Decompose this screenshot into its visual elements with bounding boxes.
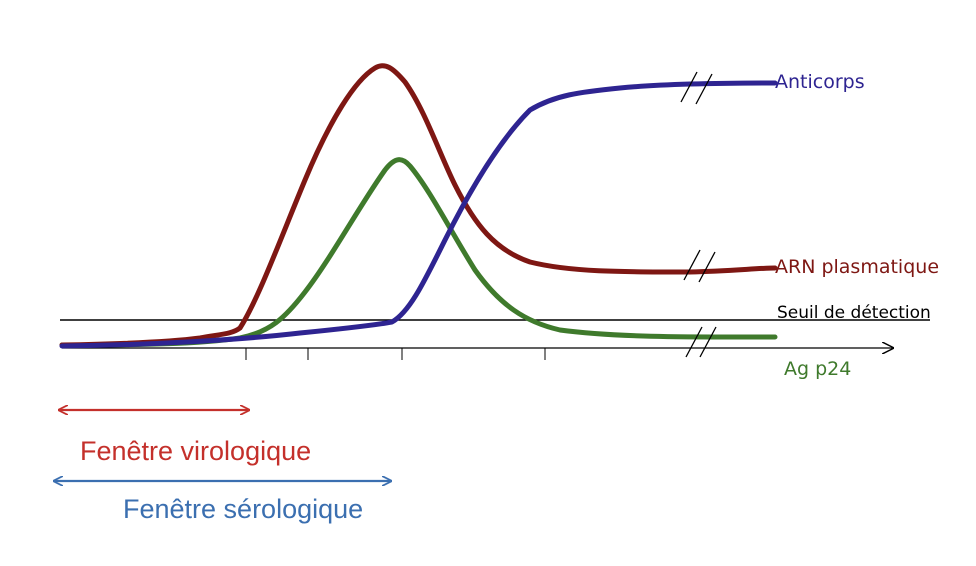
ag-p24-curve (59, 157, 778, 348)
anticorps-curve (59, 80, 778, 349)
arn-plasmatique-curve (59, 63, 778, 348)
break-mark-p24 (685, 326, 703, 358)
break-mark-anticorps (680, 71, 698, 103)
virologic-window-label: Fenêtre virologique (80, 436, 311, 466)
break-mark-arn (698, 251, 716, 283)
axis-ticks (245, 348, 546, 360)
ag-p24-label: Ag p24 (784, 358, 851, 380)
break-mark-p24 (699, 326, 717, 358)
axis-break-marks (680, 71, 717, 358)
arn-plasmatique-label: ARN plasmatique (775, 256, 939, 278)
break-mark-anticorps (695, 73, 713, 105)
anticorps-label: Anticorps (775, 71, 865, 93)
break-mark-arn (683, 249, 701, 281)
detection-threshold-label: Seuil de détection (777, 303, 931, 323)
serologic-window-label: Fenêtre sérologique (123, 494, 363, 524)
